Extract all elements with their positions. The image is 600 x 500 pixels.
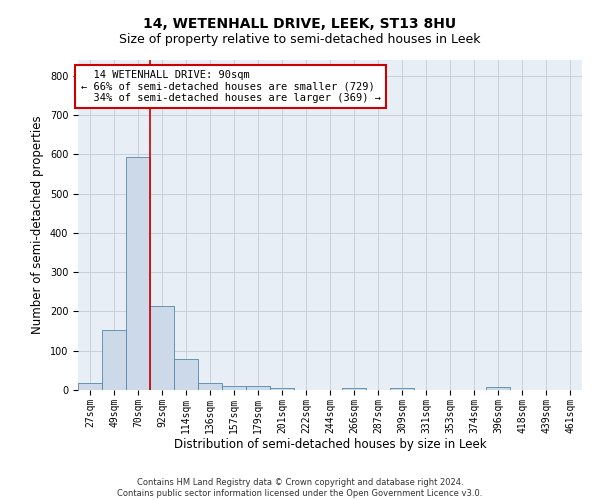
- Bar: [390, 388, 414, 390]
- Bar: [198, 383, 222, 390]
- Text: Size of property relative to semi-detached houses in Leek: Size of property relative to semi-detach…: [119, 32, 481, 46]
- Text: 14, WETENHALL DRIVE, LEEK, ST13 8HU: 14, WETENHALL DRIVE, LEEK, ST13 8HU: [143, 18, 457, 32]
- Bar: [102, 330, 126, 390]
- X-axis label: Distribution of semi-detached houses by size in Leek: Distribution of semi-detached houses by …: [173, 438, 487, 452]
- Bar: [150, 306, 174, 390]
- Bar: [486, 387, 510, 390]
- Text: 14 WETENHALL DRIVE: 90sqm
← 66% of semi-detached houses are smaller (729)
  34% : 14 WETENHALL DRIVE: 90sqm ← 66% of semi-…: [80, 70, 380, 103]
- Bar: [246, 386, 270, 390]
- Bar: [270, 388, 294, 390]
- Bar: [222, 386, 246, 390]
- Bar: [78, 383, 102, 390]
- Bar: [126, 157, 150, 390]
- Text: Contains HM Land Registry data © Crown copyright and database right 2024.
Contai: Contains HM Land Registry data © Crown c…: [118, 478, 482, 498]
- Bar: [342, 388, 366, 390]
- Y-axis label: Number of semi-detached properties: Number of semi-detached properties: [31, 116, 44, 334]
- Bar: [174, 358, 198, 390]
